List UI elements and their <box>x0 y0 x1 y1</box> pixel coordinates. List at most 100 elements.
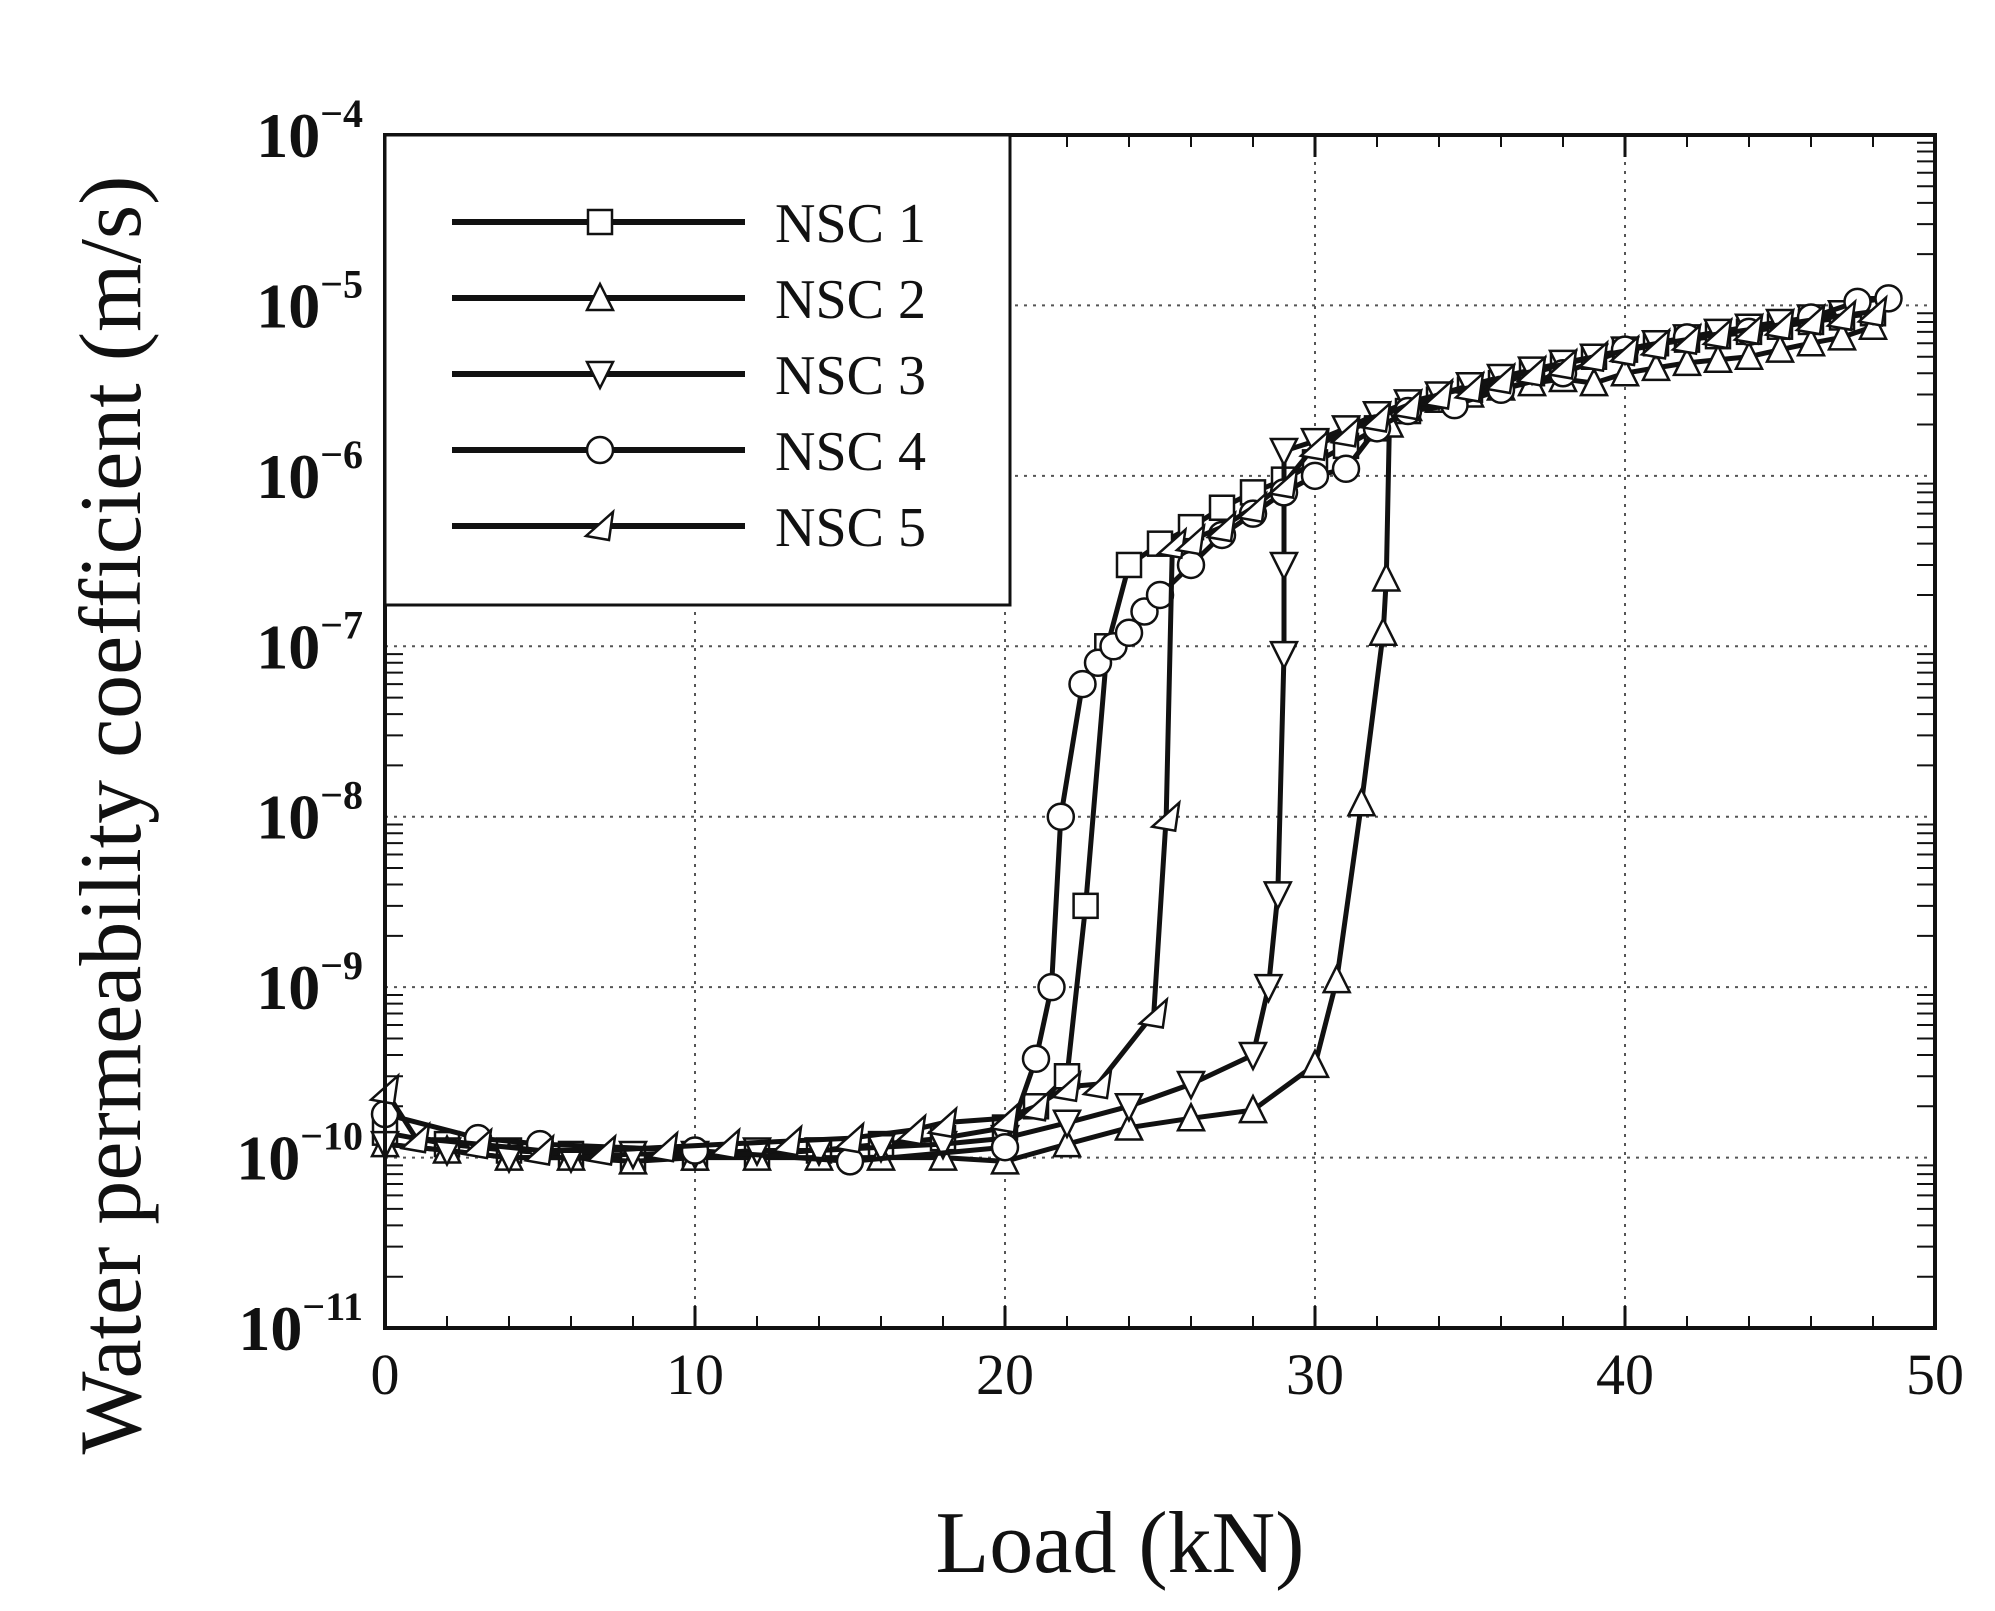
data-point <box>1515 354 1547 387</box>
data-point <box>1321 963 1352 994</box>
data-point <box>431 1137 463 1168</box>
data-point <box>1732 312 1764 346</box>
y-tick-exponent: −8 <box>320 773 363 818</box>
data-point <box>586 208 614 236</box>
x-tick-labels: 0 10 20 30 40 50 <box>371 1342 1965 1407</box>
data-point <box>1174 522 1206 556</box>
x-tick-label: 0 <box>371 1342 400 1407</box>
data-point <box>585 1133 617 1166</box>
y-axis-title: Water permeability coefficient (m/s) <box>63 176 160 1455</box>
data-point <box>1237 1093 1269 1124</box>
y-tick-exponent: −11 <box>302 1284 363 1329</box>
data-point <box>990 1132 1020 1162</box>
y-tick-label: 10−9 <box>256 943 363 1023</box>
data-point <box>1298 428 1330 462</box>
data-point <box>1331 454 1361 484</box>
data-point <box>1639 327 1671 360</box>
data-point <box>680 1136 710 1165</box>
data-point <box>1702 342 1734 374</box>
data-point <box>1019 1089 1051 1122</box>
x-tick-label: 10 <box>666 1342 724 1407</box>
data-point <box>1856 294 1888 328</box>
data-point <box>1826 320 1858 351</box>
y-tick-label: 10−11 <box>238 1284 363 1364</box>
y-tick-base: 10 <box>256 611 320 682</box>
data-point <box>1072 892 1099 920</box>
data-point <box>1300 461 1330 491</box>
data-point <box>1236 490 1268 524</box>
data-point <box>1825 298 1857 332</box>
plot-frame <box>383 133 1937 1330</box>
data-point <box>1371 561 1402 592</box>
x-tick-label: 30 <box>1286 1342 1344 1407</box>
data-point <box>1268 640 1300 671</box>
legend-label: NSC 5 <box>775 497 926 559</box>
legend-item: NSC 3 <box>452 345 926 407</box>
data-point <box>1114 618 1144 648</box>
y-tick-exponent: −10 <box>300 1114 363 1159</box>
data-point <box>1237 1041 1269 1072</box>
y-tick-base: 10 <box>256 441 320 512</box>
data-point <box>647 1130 679 1163</box>
data-point <box>1113 1110 1145 1141</box>
x-axis-title: Load (kN) <box>936 1495 1305 1592</box>
data-point <box>1484 361 1516 395</box>
y-tick-label: 10−6 <box>256 432 363 512</box>
data-point <box>1795 326 1827 357</box>
y-tick-base: 10 <box>238 1293 302 1364</box>
legend-item: NSC 5 <box>452 497 926 559</box>
series <box>368 294 1888 1166</box>
data-point <box>585 435 615 465</box>
data-point <box>1208 494 1236 521</box>
data-point <box>583 508 615 542</box>
data-point <box>1360 400 1392 433</box>
data-point <box>1453 370 1485 403</box>
data-point <box>1051 1127 1083 1158</box>
data-point <box>523 1133 555 1166</box>
data-point <box>926 1105 958 1139</box>
data-point <box>1670 322 1702 356</box>
y-tick-base: 10 <box>256 782 320 853</box>
data-point <box>988 1101 1020 1134</box>
y-tick-exponent: −4 <box>320 91 363 136</box>
data-point <box>1175 1070 1207 1101</box>
data-point <box>1299 1048 1331 1079</box>
data-point <box>1368 615 1399 647</box>
legend-item: NSC 1 <box>452 193 926 255</box>
y-tick-label: 10−5 <box>256 261 363 341</box>
data-point <box>1046 802 1076 831</box>
legend-label: NSC 2 <box>775 269 926 331</box>
data-point <box>1149 799 1181 833</box>
y-tick-base: 10 <box>256 270 320 341</box>
series-layer <box>368 284 1903 1176</box>
data-point <box>1794 302 1826 336</box>
data-point <box>1068 669 1097 699</box>
legend-item: NSC 2 <box>452 269 926 331</box>
data-point <box>584 281 616 312</box>
x-tick-label: 50 <box>1906 1342 1964 1407</box>
data-point <box>399 1120 431 1154</box>
data-point <box>1115 551 1143 579</box>
legend-label: NSC 3 <box>775 345 926 407</box>
x-tick-label: 20 <box>976 1342 1034 1407</box>
legend: NSC 1 NSC 2 NSC 3 NSC 4 NSC 5 <box>383 133 1012 607</box>
data-point <box>1268 437 1300 468</box>
data-point <box>1262 881 1293 912</box>
y-tick-base: 10 <box>256 952 320 1023</box>
y-tick-exponent: −7 <box>320 602 363 647</box>
data-point <box>1137 996 1169 1029</box>
legend-item: NSC 4 <box>452 421 926 483</box>
data-point <box>1391 387 1423 421</box>
data-point <box>1640 351 1672 382</box>
data-point <box>1021 1044 1051 1074</box>
data-point <box>1422 377 1454 410</box>
data-point <box>1577 339 1609 373</box>
data-point <box>1609 356 1641 387</box>
data-point <box>1608 333 1640 367</box>
data-point <box>1113 1093 1145 1124</box>
data-point <box>1578 366 1610 397</box>
data-point <box>1671 346 1703 377</box>
data-point <box>1037 972 1066 1002</box>
x-tick-label: 40 <box>1596 1342 1654 1407</box>
